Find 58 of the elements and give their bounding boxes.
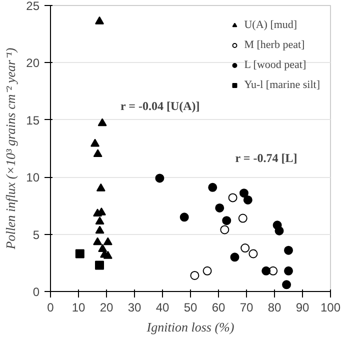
point [103,250,112,259]
x-axis-title: Ignition loss (%) [146,320,234,334]
x-tick-label: 10 [72,300,86,314]
point [215,203,224,212]
point [75,249,84,258]
point [274,226,284,236]
x-tick-label: 70 [240,300,254,314]
point [93,149,102,158]
point [95,226,104,234]
point [95,260,104,270]
x-tick-label: 100 [320,300,341,314]
x-tick-label: 0 [47,300,54,314]
point [103,237,112,246]
y-tick-label: 5 [32,228,40,242]
point [240,244,250,253]
point [90,138,100,147]
point [238,214,248,223]
x-tick-label: 20 [100,300,114,314]
point [243,195,252,204]
point [190,270,200,280]
point [239,188,248,198]
point [228,193,238,202]
y-tick-label: 10 [26,170,40,185]
point [93,237,102,246]
point [95,216,104,225]
y-tick-label: 15 [26,113,40,128]
x-tick-label: 80 [268,300,282,314]
point [230,252,240,262]
point [282,280,292,290]
point [284,266,293,276]
legend-label: Yu-l [marine silt] [244,78,320,92]
point [98,244,108,252]
point [202,266,212,276]
y-tick-label: 0 [32,285,40,299]
y-tick-label: 25 [26,0,40,13]
y-axis-title: Pollen influx (×10³ grains cm⁻² year⁻¹) [3,48,18,250]
x-tick-label: 30 [128,300,142,314]
point [95,16,104,24]
point [208,182,218,192]
point [98,118,107,126]
x-tick-label: 60 [212,300,226,314]
point [180,212,189,222]
x-tick-label: 40 [156,300,170,314]
point [155,174,164,183]
point [220,225,230,234]
legend-label: U(A) [mud] [244,18,298,32]
x-tick-label: 90 [296,300,310,314]
legend-label: M [herb peat] [244,38,305,52]
point [248,249,258,258]
annotation: r = -0.74 [L] [235,151,298,165]
point [262,266,271,276]
y-tick-label: 20 [26,56,40,70]
point [222,216,232,226]
point [284,246,293,255]
point [96,183,106,192]
x-tick-label: 50 [184,300,198,314]
annotation: r = -0.04 [U(A)] [120,98,200,113]
legend-label: L [wood peat] [244,58,306,72]
